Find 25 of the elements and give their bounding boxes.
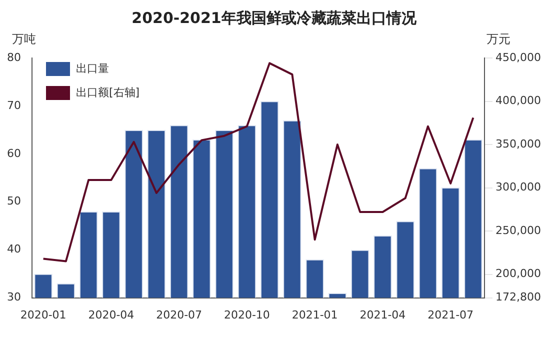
- chart-title: 2020-2021年我国鲜或冷藏蔬菜出口情况: [132, 8, 418, 27]
- x-tick-label: 2021-01: [292, 308, 338, 322]
- y-tick-label: 30: [6, 290, 21, 304]
- y-tick-label: 50: [6, 194, 21, 208]
- y2-axis-title: 万元: [486, 32, 511, 46]
- y2-tick-label: 250,000: [496, 224, 542, 237]
- x-tick-label: 2020-10: [224, 308, 270, 322]
- x-tick-label: 2021-04: [360, 308, 406, 322]
- legend-label: 出口量: [76, 62, 109, 75]
- y2-tick-label: 400,000: [496, 94, 542, 108]
- y2-tick-label: 172,800: [496, 290, 542, 304]
- x-tick-label: 2020-01: [20, 308, 66, 322]
- y-tick-label: 70: [6, 98, 21, 112]
- x-tick-label: 2020-04: [88, 308, 134, 322]
- y2-tick-label: 350,000: [496, 137, 542, 150]
- y-axis-title: 万吨: [12, 32, 36, 46]
- legend-label: 出口额[右轴]: [76, 86, 140, 99]
- y-tick-label: 60: [6, 146, 21, 160]
- y-tick-label: 40: [6, 242, 21, 256]
- y-tick-label: 80: [6, 50, 21, 64]
- y2-tick-label: 300,000: [496, 180, 542, 194]
- y2-tick-label: 200,000: [496, 267, 542, 280]
- x-tick-label: 2021-07: [428, 308, 474, 322]
- x-tick-label: 2020-07: [156, 308, 202, 322]
- y2-tick-label: 450,000: [496, 50, 542, 64]
